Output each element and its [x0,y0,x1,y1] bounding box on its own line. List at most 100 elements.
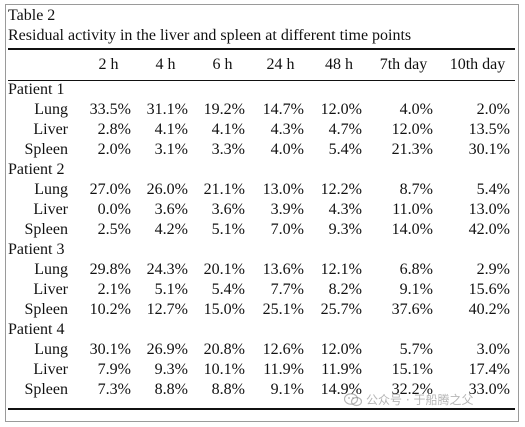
table-cell: 5.1% [211,221,245,238]
table-cell: 5.4% [328,141,362,158]
table-cell: 12.0% [391,121,433,138]
residual-activity-table: 2 h 4 h 6 h 24 h 48 h 7th day 10th day P… [8,50,516,400]
table-cell: 4.3% [270,121,304,138]
column-header: 4 h [155,56,176,73]
table-cell: 13.0% [468,201,510,218]
table-cell: 29.8% [89,261,131,278]
table-cell: 7.3% [97,381,131,398]
table-cell: 19.2% [203,101,245,118]
patient-label: Patient 3 [8,241,65,258]
table-row: Spleen 2.5% 4.2% 5.1% 7.0% 9.3% 14.0% 42.0% [8,220,516,240]
table-cell: 2.0% [97,141,131,158]
table-cell: 25.1% [262,301,304,318]
table-cell: 0.0% [97,201,131,218]
table-cell: 11.9% [321,361,362,378]
table-cell: 12.0% [320,341,362,358]
table-cell: 30.1% [89,341,131,358]
table-cell: 25.7% [320,301,362,318]
table-cell: 15.1% [391,361,433,378]
column-header-row: 2 h 4 h 6 h 24 h 48 h 7th day 10th day [8,50,516,80]
table-cell: 12.2% [320,181,362,198]
organ-label: Lung [34,101,68,118]
table-cell: 3.6% [154,201,188,218]
table-cell: 4.0% [270,141,304,158]
watermark-text: 公众号 · 于船腾之父 [366,393,474,407]
table-cell: 26.9% [146,341,188,358]
table-row: Liver 7.9% 9.3% 10.1% 11.9% 11.9% 15.1% 17.4% [8,360,516,380]
wechat-icon [344,392,362,407]
table-row: Liver 2.1% 5.1% 5.4% 7.7% 8.2% 9.1% 15.6% [8,280,516,300]
table-cell: 11.0% [392,201,433,218]
table-cell: 2.8% [97,121,131,138]
table-row: Lung 30.1% 26.9% 20.8% 12.6% 12.0% 5.7% 3.0% [8,340,516,360]
organ-label: Spleen [24,301,68,318]
table-cell: 15.6% [468,281,510,298]
patient-group-row: Patient 3 [8,240,516,260]
table-cell: 11.9% [263,361,304,378]
table-cell: 27.0% [89,181,131,198]
table-row: Liver 0.0% 3.6% 3.6% 3.9% 4.3% 11.0% 13.0% [8,200,516,220]
organ-label: Spleen [24,141,68,158]
top-rule [8,48,515,50]
patient-group-row: Patient 1 [8,80,516,100]
table-cell: 2.5% [97,221,131,238]
watermark: 公众号 · 于船腾之父 [344,391,473,408]
table-row: Spleen 10.2% 12.7% 15.0% 25.1% 25.7% 37.6% 40.2… [8,300,516,320]
table-cell: 33.5% [89,101,131,118]
organ-label: Lung [34,261,68,278]
table-number: Table 2 [8,7,56,24]
table-cell: 30.1% [468,141,510,158]
table-cell: 4.3% [328,201,362,218]
table-cell: 14.0% [391,221,433,238]
table-cell: 8.8% [211,381,245,398]
table-cell: 5.7% [399,341,433,358]
table-cell: 9.1% [399,281,433,298]
table-cell: 37.6% [391,301,433,318]
header-rule [8,80,515,81]
table-row: Spleen 7.3% 8.8% 8.8% 9.1% 14.9% 32.2% 33.0% [8,380,516,400]
table-cell: 8.8% [154,381,188,398]
column-header: 24 h [266,56,295,73]
table-cell: 2.0% [476,101,510,118]
table-cell: 42.0% [468,221,510,238]
table-cell: 4.1% [211,121,245,138]
column-header: 10th day [449,56,506,73]
table-cell: 7.0% [270,221,304,238]
table-cell: 3.3% [211,141,245,158]
organ-label: Liver [33,281,68,298]
table-cell: 7.7% [270,281,304,298]
table-cell: 4.7% [328,121,362,138]
table-cell: 8.2% [328,281,362,298]
column-header: 2 h [98,56,119,73]
table-cell: 21.3% [391,141,433,158]
table-cell: 12.0% [320,101,362,118]
table-cell: 33.0% [468,381,510,398]
column-header: 48 h [325,56,353,73]
table-cell: 5.4% [476,181,510,198]
table-cell: 26.0% [146,181,188,198]
table-cell: 13.5% [468,121,510,138]
table-cell: 3.9% [270,201,304,218]
table-cell: 17.4% [468,361,510,378]
table-cell: 32.2% [391,381,433,398]
organ-label: Liver [33,121,68,138]
table-cell: 5.1% [154,281,188,298]
table-row: Lung 29.8% 24.3% 20.1% 13.6% 12.1% 6.8% 2.9% [8,260,516,280]
table-cell: 3.6% [211,201,245,218]
table-cell: 4.2% [154,221,188,238]
table-cell: 12.7% [146,301,188,318]
table-row: Lung 27.0% 26.0% 21.1% 13.0% 12.2% 8.7% 5.4% [8,180,516,200]
table-frame [5,4,519,422]
patient-label: Patient 4 [8,321,65,338]
table-cell: 7.9% [97,361,131,378]
patient-label: Patient 1 [8,81,65,98]
column-header: 6 h [212,56,233,73]
table-cell: 5.4% [211,281,245,298]
table-cell: 8.7% [399,181,433,198]
table-cell: 20.8% [203,341,245,358]
table-row: Lung 33.5% 31.1% 19.2% 14.7% 12.0% 4.0% 2.0% [8,100,516,120]
table-cell: 6.8% [399,261,433,278]
table-cell: 12.6% [262,341,304,358]
bottom-rule [8,408,515,410]
table-cell: 2.1% [97,281,131,298]
